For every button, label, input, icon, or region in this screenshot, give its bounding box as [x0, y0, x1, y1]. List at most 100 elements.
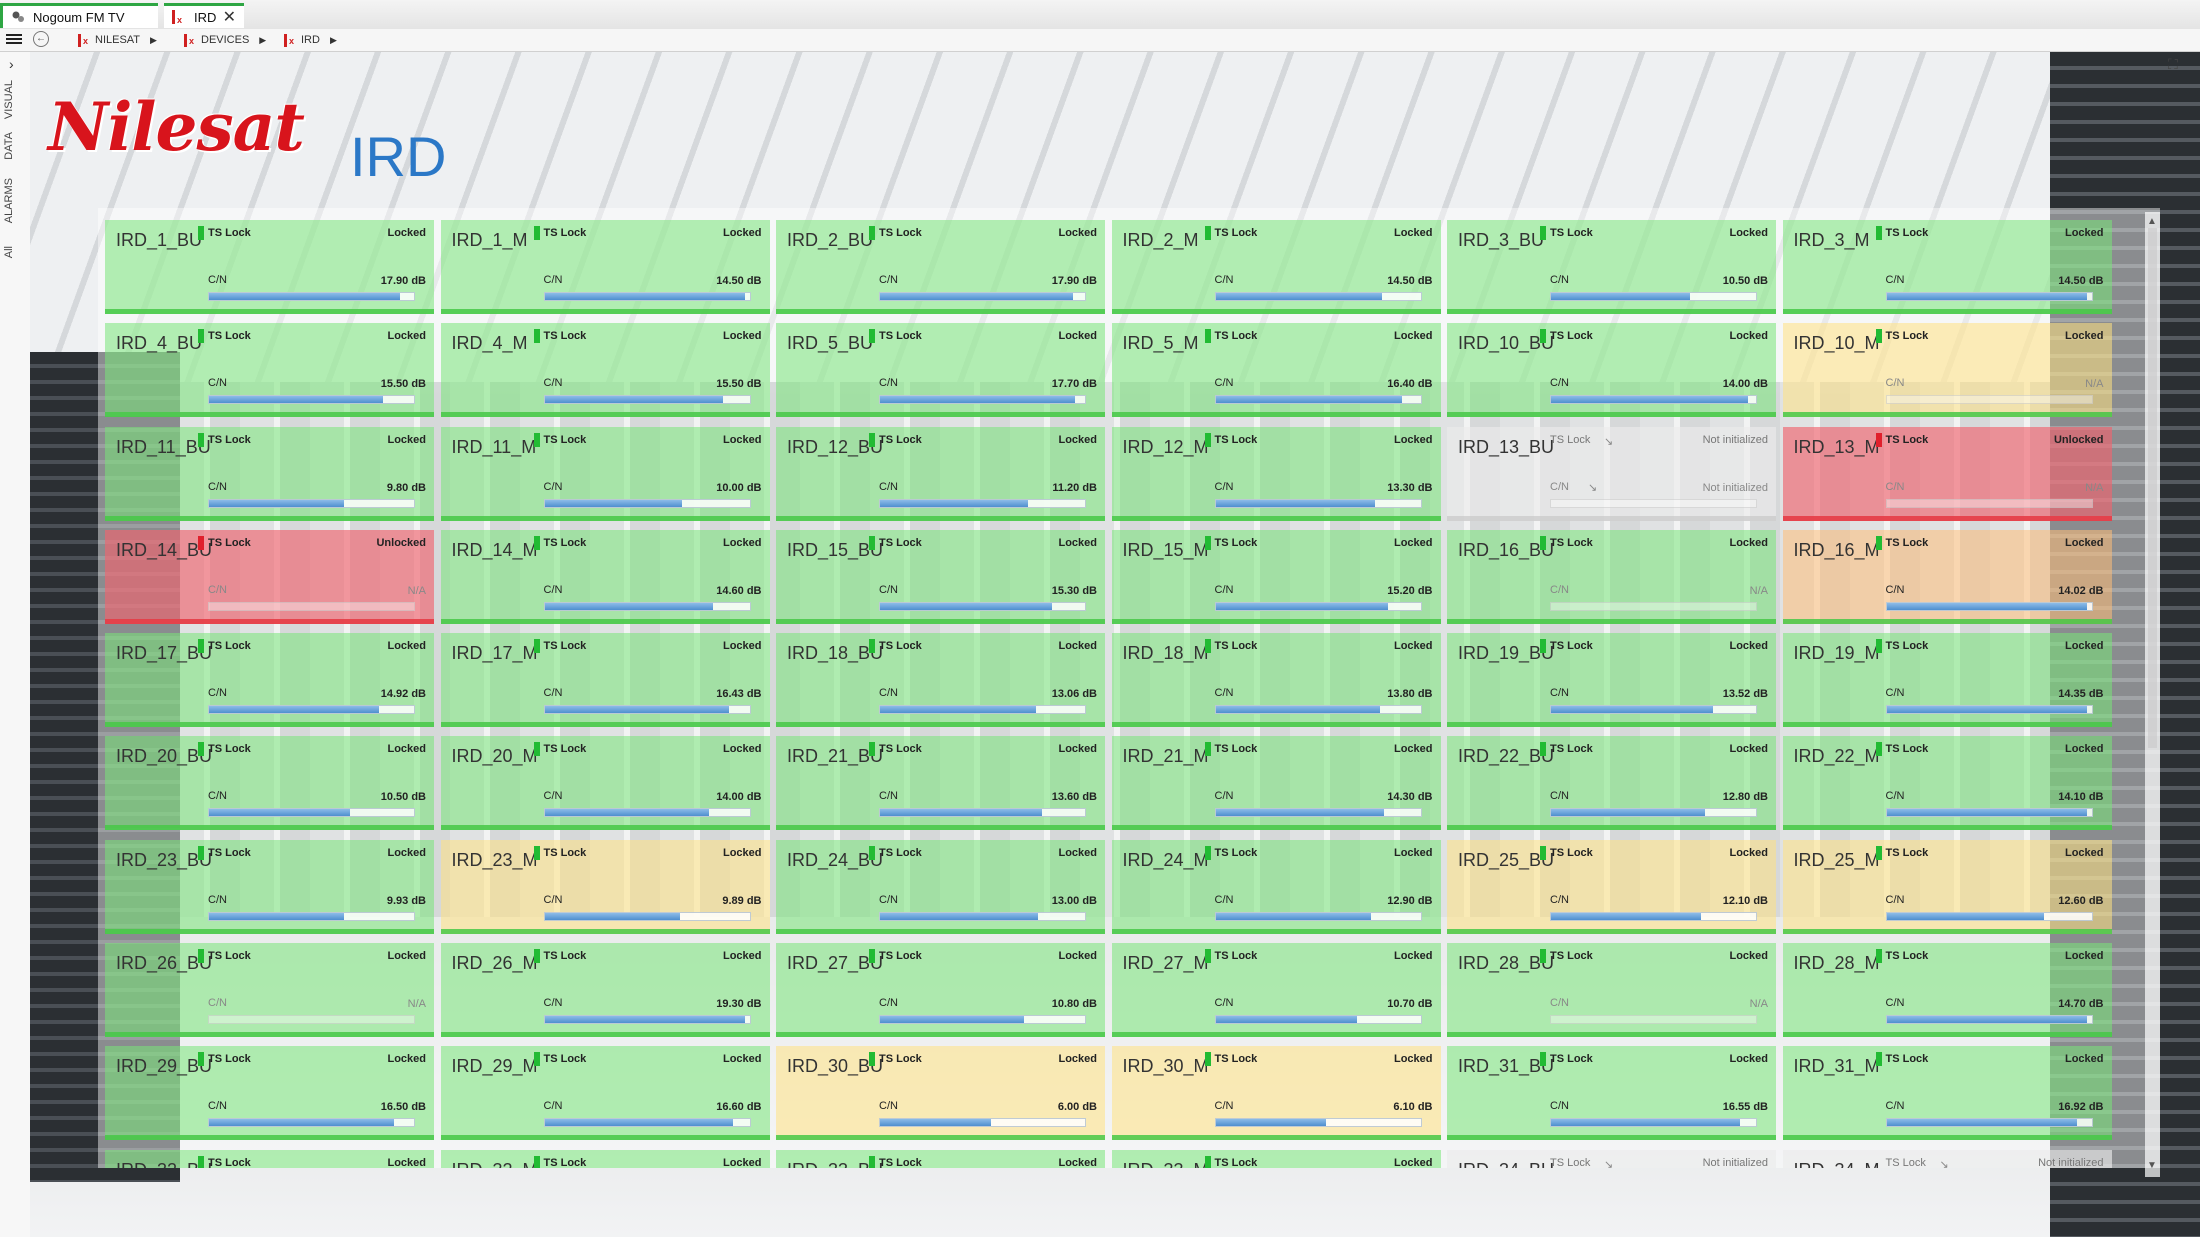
- tab-nogoum-fm-tv[interactable]: Nogoum FM TV: [0, 3, 158, 28]
- ird-card[interactable]: IRD_13_BU TS Lock ↘ Not initialized C/N ↘ Not …: [1447, 426, 1776, 521]
- fullscreen-icon[interactable]: ⛶: [2168, 56, 2178, 72]
- scroll-down-icon[interactable]: ▼: [2147, 1160, 2157, 1171]
- cn-label: C/N: [879, 687, 898, 700]
- side-tab-data[interactable]: DATA: [3, 132, 15, 160]
- scrollbar[interactable]: ▲ ▼: [2145, 212, 2160, 1177]
- lock-indicator: [198, 226, 204, 240]
- page-title: IRD: [350, 125, 447, 188]
- chevron-right-icon[interactable]: ▶: [259, 34, 267, 45]
- cn-label: C/N: [879, 1100, 898, 1113]
- cn-label: C/N: [1885, 1100, 1905, 1113]
- chevron-right-icon[interactable]: ▶: [329, 34, 337, 45]
- hamburger-menu-icon[interactable]: [6, 32, 22, 48]
- scroll-up-icon[interactable]: ▲: [2147, 216, 2157, 227]
- close-icon[interactable]: ✕: [222, 9, 236, 26]
- side-tab-alarms[interactable]: ALARMS: [3, 178, 15, 224]
- lock-indicator: [1875, 949, 1882, 964]
- cn-value: 19.30 dB: [716, 998, 762, 1011]
- breadcrumb-nilesat[interactable]: NILESAT ▶: [78, 33, 157, 47]
- ird-card[interactable]: IRD_34_M TS Lock ↘ Not initialized: [1782, 1149, 2112, 1168]
- side-tab-all[interactable]: All: [3, 246, 15, 259]
- cn-value: N/A: [2085, 378, 2104, 391]
- cn-level-fill: [1886, 1016, 2088, 1024]
- cn-level-fill: [1215, 293, 1382, 300]
- cn-level-fill: [209, 293, 400, 300]
- device-error-icon: [284, 33, 297, 47]
- cn-level-bar: [208, 1015, 415, 1025]
- ird-name: IRD_11_M: [451, 436, 537, 457]
- breadcrumb-ird[interactable]: IRD ▶: [284, 33, 337, 47]
- cn-label: C/N: [208, 377, 227, 390]
- back-icon[interactable]: ←: [33, 31, 49, 47]
- chevron-right-icon[interactable]: ›: [9, 56, 14, 72]
- ird-card[interactable]: IRD_33_MTS Lock↘Locked: [1111, 1149, 1441, 1168]
- scrollbar-thumb[interactable]: [2148, 228, 2157, 748]
- cn-label: C/N: [879, 790, 898, 803]
- ird-card[interactable]: IRD_32_MTS Lock↘Locked: [440, 1149, 770, 1168]
- breadcrumb-devices[interactable]: DEVICES ▶: [184, 33, 266, 47]
- trend-chart-icon: ↘: [1604, 435, 1614, 448]
- cn-label: C/N: [208, 790, 227, 803]
- chevron-right-icon[interactable]: ▶: [150, 34, 157, 45]
- tab-ird[interactable]: x IRD ✕: [164, 3, 244, 28]
- cn-value: 15.50 dB: [716, 378, 762, 391]
- side-tab-visual[interactable]: VISUAL: [3, 80, 15, 120]
